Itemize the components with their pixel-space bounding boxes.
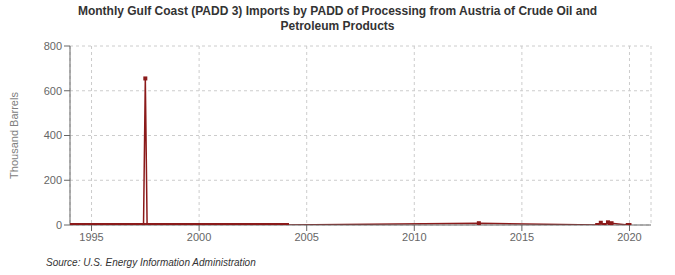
html-text:Source: U.S. Energy Informatio: Source: U.S. Energy Information Administ…	[46, 257, 256, 268]
svg-text:0: 0	[56, 219, 62, 231]
svg-text:2015: 2015	[510, 231, 534, 243]
svg-text:2020: 2020	[617, 231, 641, 243]
svg-text:1995: 1995	[79, 231, 103, 243]
svg-text:600: 600	[44, 85, 62, 97]
svg-text:400: 400	[44, 129, 62, 141]
html-text:Monthly Gulf Coast (PADD 3) Im: Monthly Gulf Coast (PADD 3) Imports by P…	[77, 4, 598, 33]
svg-text:Thousand Barrels: Thousand Barrels	[8, 92, 20, 179]
svg-text:2010: 2010	[402, 231, 426, 243]
svg-text:800: 800	[44, 40, 62, 52]
svg-text:2000: 2000	[187, 231, 211, 243]
svg-text:2005: 2005	[294, 231, 318, 243]
svg-text:200: 200	[44, 174, 62, 186]
